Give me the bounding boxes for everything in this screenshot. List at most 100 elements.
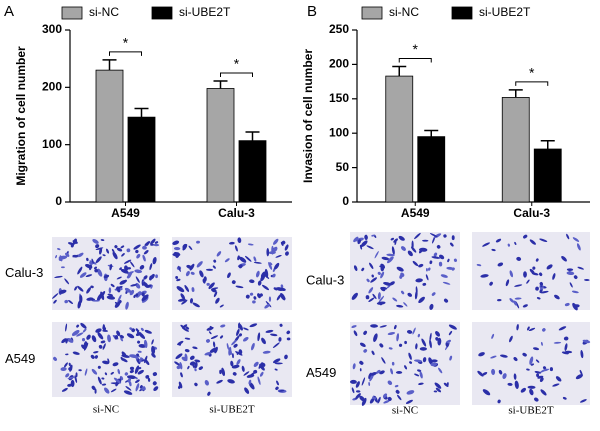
cell (121, 253, 125, 257)
cell (129, 369, 134, 374)
cell (352, 363, 356, 370)
cell (433, 233, 442, 239)
cell (64, 278, 70, 285)
cell (395, 371, 403, 374)
cell (179, 362, 183, 370)
y-tick-label: 200 (42, 80, 62, 94)
cell (558, 326, 567, 331)
cell (63, 362, 68, 368)
cell (235, 285, 244, 289)
cell (280, 284, 284, 289)
cell (100, 239, 105, 242)
cell (192, 302, 200, 308)
cell (243, 327, 249, 331)
cell (270, 333, 278, 337)
cell (194, 368, 197, 372)
cell (105, 248, 110, 254)
cell (532, 347, 540, 351)
cell (491, 248, 496, 252)
cell (172, 240, 180, 246)
cell (139, 358, 142, 363)
cell (114, 301, 121, 308)
cell (114, 245, 118, 249)
cell (74, 286, 78, 291)
cell (58, 289, 67, 294)
bar (206, 88, 235, 203)
cell (383, 400, 390, 404)
cell (77, 266, 83, 275)
cell (509, 298, 514, 303)
cell (94, 388, 97, 394)
column-label: si-NC (392, 405, 418, 417)
cell (513, 300, 517, 306)
cell (230, 360, 234, 367)
cell (407, 250, 413, 257)
cell (529, 268, 535, 275)
cell (120, 269, 129, 274)
cell (445, 341, 449, 347)
cell (443, 298, 449, 303)
cell (387, 380, 393, 385)
cell (247, 243, 254, 246)
cell (418, 248, 423, 254)
cell (135, 356, 139, 360)
cell (279, 323, 283, 327)
cell (139, 385, 143, 389)
cell (419, 371, 423, 379)
cell (113, 377, 122, 384)
cell (90, 285, 94, 289)
cell (196, 240, 200, 244)
cell (391, 246, 395, 255)
cell (435, 337, 439, 341)
cell (507, 243, 511, 247)
row-label: A549 (5, 351, 35, 366)
cell (449, 242, 454, 247)
cell (359, 342, 366, 348)
cell (128, 381, 132, 387)
cell (178, 265, 181, 272)
cell (540, 368, 548, 373)
column-label: si-UBE2T (508, 405, 554, 417)
legend-label: si-NC (89, 5, 119, 19)
cell (67, 242, 74, 246)
cell (75, 372, 78, 378)
cell (539, 282, 543, 286)
cell (357, 239, 361, 245)
cell (145, 375, 150, 379)
cell (190, 271, 195, 275)
cell (52, 293, 59, 299)
cell (405, 399, 413, 404)
cell (371, 274, 374, 278)
cell (262, 273, 270, 279)
cell (92, 238, 99, 244)
cell (112, 251, 118, 260)
cell (477, 370, 484, 377)
cell (579, 369, 583, 375)
cell (260, 274, 266, 282)
cell (482, 371, 488, 376)
cell (91, 258, 94, 264)
cell (212, 265, 216, 269)
cell (124, 287, 132, 293)
cell (539, 286, 545, 290)
cell (86, 334, 91, 340)
cell (390, 368, 394, 375)
cell (253, 296, 257, 300)
cell (529, 356, 534, 365)
cell (498, 369, 503, 375)
cell (539, 238, 548, 242)
cell (91, 368, 98, 375)
x-tick-label: Calu-3 (218, 206, 255, 220)
cell (356, 390, 361, 393)
cell (571, 290, 579, 294)
cell (191, 361, 195, 369)
cell (516, 324, 519, 331)
cell (351, 387, 355, 394)
cell (523, 234, 528, 239)
cell (126, 333, 135, 339)
cell (108, 287, 112, 294)
y-tick-label: 150 (329, 91, 349, 105)
cell (509, 270, 514, 278)
cell (136, 330, 140, 334)
cell (274, 368, 278, 371)
